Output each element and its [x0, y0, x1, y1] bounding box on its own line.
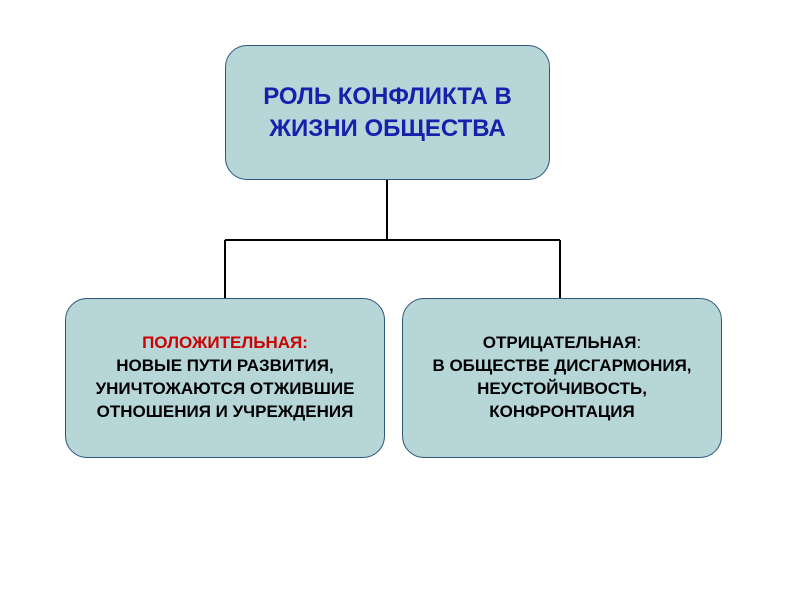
- child-negative-body-line: НЕУСТОЙЧИВОСТЬ,: [477, 378, 647, 401]
- child-negative-heading-text: ОТРИЦАТЕЛЬНАЯ: [483, 333, 637, 352]
- root-node: РОЛЬ КОНФЛИКТА В ЖИЗНИ ОБЩЕСТВА: [225, 45, 550, 180]
- child-negative-body-line: КОНФРОНТАЦИЯ: [489, 401, 634, 424]
- child-negative-heading: ОТРИЦАТЕЛЬНАЯ:: [483, 332, 641, 355]
- child-positive-heading: ПОЛОЖИТЕЛЬНАЯ:: [142, 332, 308, 355]
- child-positive-body-line: НОВЫЕ ПУТИ РАЗВИТИЯ,: [116, 355, 333, 378]
- child-node-positive: ПОЛОЖИТЕЛЬНАЯ: НОВЫЕ ПУТИ РАЗВИТИЯ, УНИЧ…: [65, 298, 385, 458]
- child-node-negative: ОТРИЦАТЕЛЬНАЯ: В ОБЩЕСТВЕ ДИСГАРМОНИЯ, Н…: [402, 298, 722, 458]
- child-positive-body-line: ОТНОШЕНИЯ И УЧРЕЖДЕНИЯ: [97, 401, 354, 424]
- child-negative-heading-suffix: :: [636, 333, 641, 352]
- child-negative-body-line: В ОБЩЕСТВЕ ДИСГАРМОНИЯ,: [432, 355, 691, 378]
- root-title-line1: РОЛЬ КОНФЛИКТА В: [263, 81, 512, 112]
- child-positive-body-line: УНИЧТОЖАЮТСЯ ОТЖИВШИЕ: [96, 378, 355, 401]
- root-title-line2: ЖИЗНИ ОБЩЕСТВА: [269, 113, 505, 144]
